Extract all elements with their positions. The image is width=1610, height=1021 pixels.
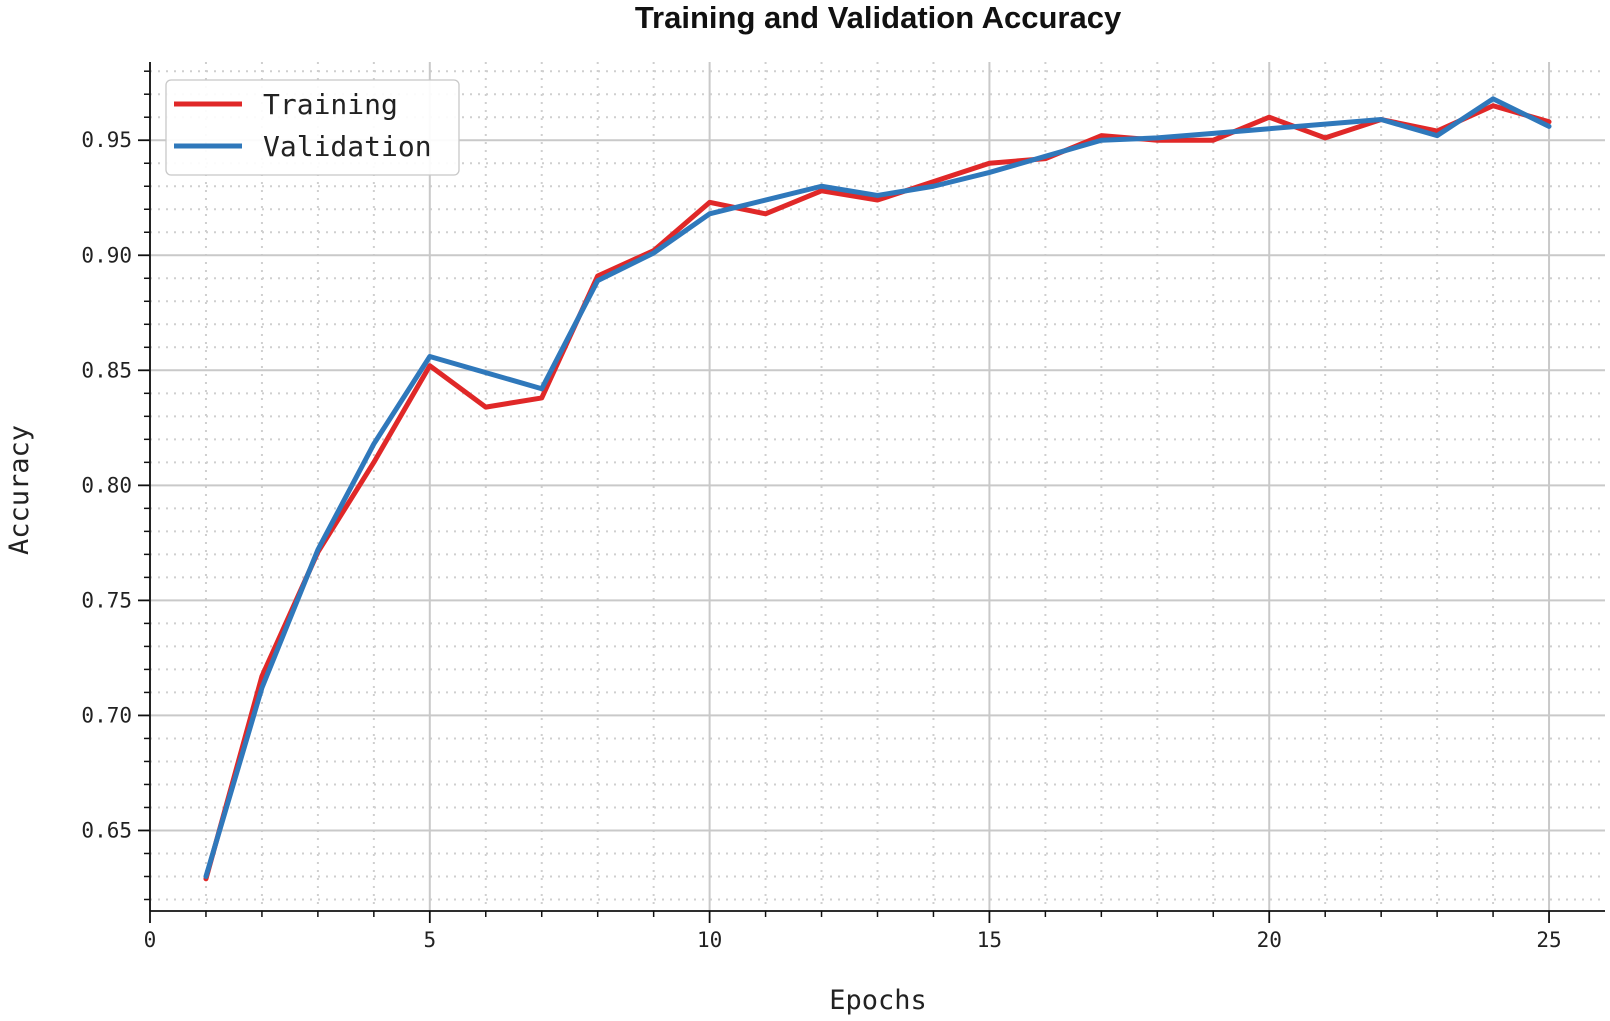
legend: Training Validation — [165, 79, 460, 176]
series-line-validation — [203, 96, 1552, 879]
x-tick-label: 0 — [144, 928, 157, 952]
x-tick-label: 10 — [697, 928, 722, 952]
y-tick-label: 0.65 — [81, 818, 132, 842]
y-tick-label: 0.90 — [81, 243, 132, 267]
y-tick-label: 0.80 — [81, 473, 132, 497]
series-line-training — [203, 103, 1552, 882]
x-tick-label: 5 — [423, 928, 436, 952]
y-tick-label: 0.85 — [81, 358, 132, 382]
x-axis-ticks: 0 5 10 15 20 25 — [144, 911, 1562, 952]
minor-grid — [150, 62, 1605, 911]
x-tick-label: 20 — [1257, 928, 1282, 952]
y-tick-label: 0.70 — [81, 703, 132, 727]
y-axis-label: Accuracy — [4, 425, 35, 555]
chart-title: Training and Validation Accuracy — [635, 0, 1122, 35]
y-tick-label: 0.75 — [81, 588, 132, 612]
legend-label-validation: Validation — [263, 130, 432, 163]
y-axis-ticks: 0.65 0.70 0.75 0.80 0.85 0.90 0.95 — [81, 70, 150, 901]
legend-label-training: Training — [263, 88, 398, 121]
y-tick-label: 0.95 — [81, 128, 132, 152]
x-tick-label: 15 — [977, 928, 1002, 952]
series-layer — [203, 96, 1552, 882]
x-axis-label: Epochs — [829, 985, 927, 1016]
x-tick-label: 25 — [1536, 928, 1561, 952]
